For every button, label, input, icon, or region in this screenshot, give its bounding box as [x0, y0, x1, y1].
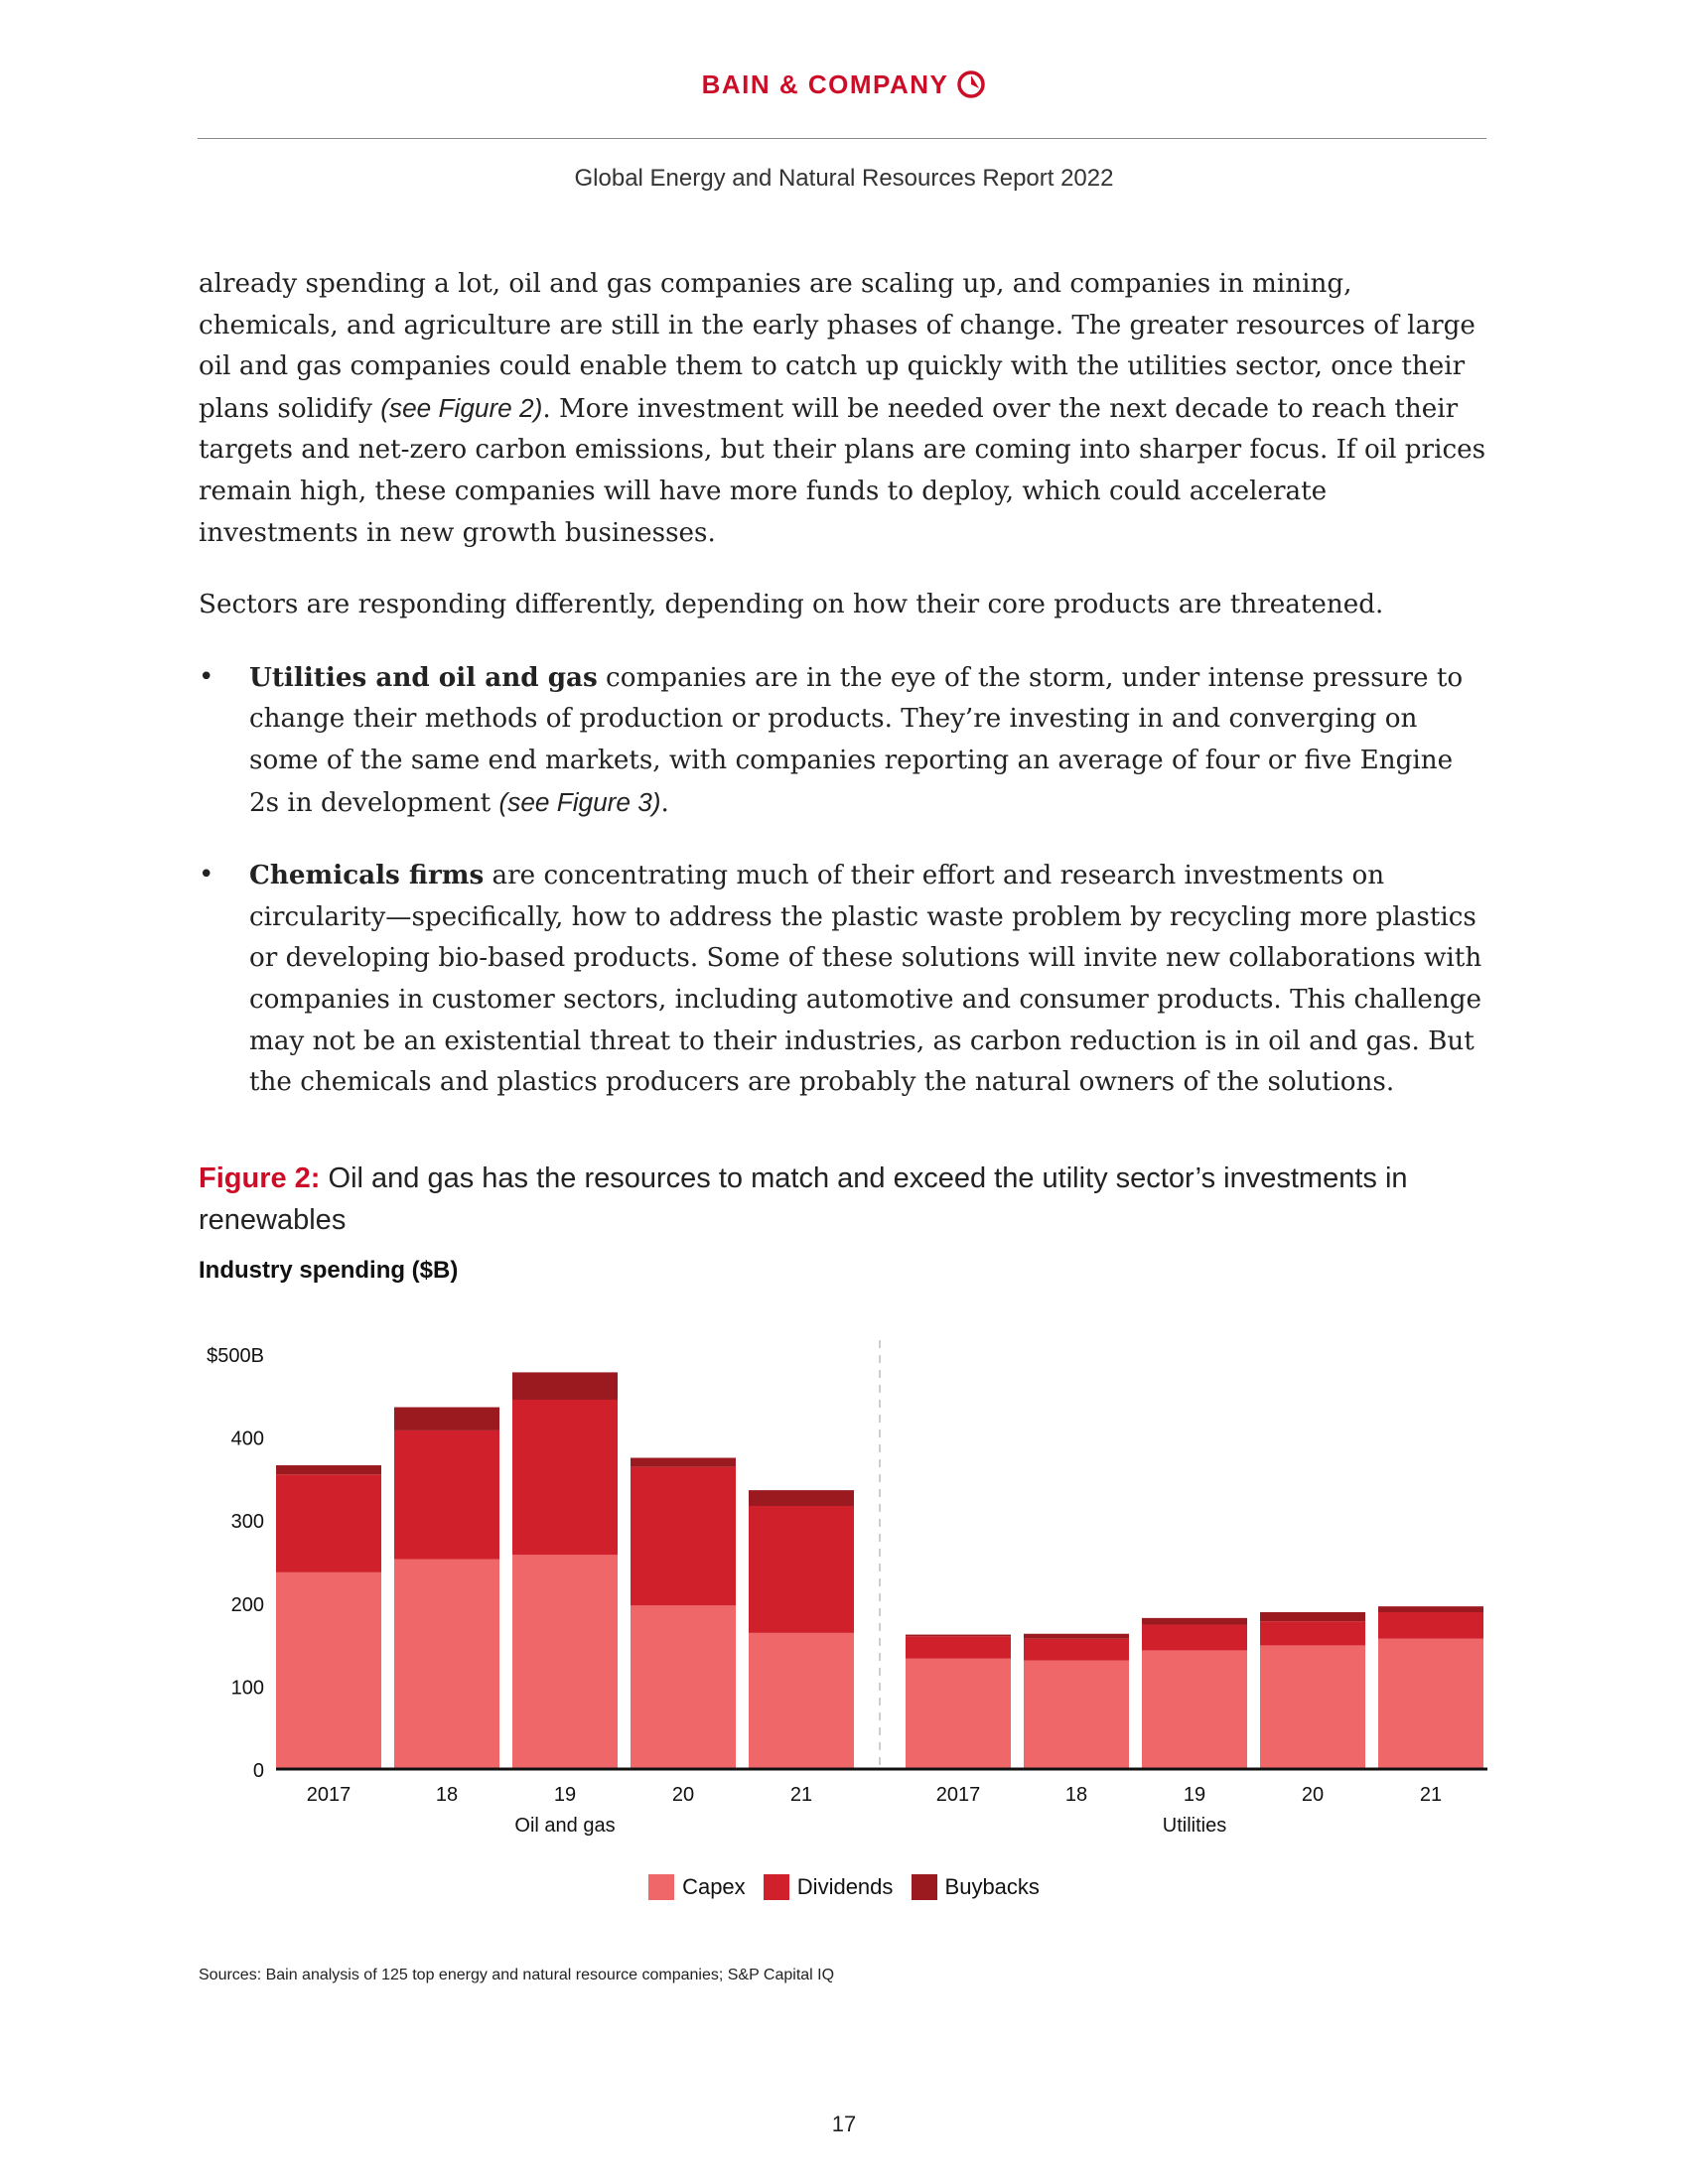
bain-logo: BAIN & COMPANY	[0, 69, 1688, 100]
bar-dividends-oil-and-gas-19	[512, 1399, 618, 1556]
chart-legend: Capex Dividends Buybacks	[0, 1874, 1688, 1900]
legend-capex-label: Capex	[682, 1874, 746, 1899]
chart-subtitle: Industry spending ($B)	[199, 1257, 459, 1284]
figure-title: Figure 2: Oil and gas has the resources …	[199, 1158, 1450, 1241]
sources-note: Sources: Bain analysis of 125 top energy…	[199, 1967, 835, 1983]
bar-dividends-oil-and-gas-18	[394, 1430, 499, 1560]
figure-3-reference: (see Figure 3)	[498, 786, 661, 817]
bullet-2-text: are concentrating much of their effort a…	[249, 861, 1482, 1098]
bar-capex-utilities-20	[1260, 1645, 1365, 1769]
bullet-dot: •	[199, 860, 214, 890]
y-tick-label: 100	[231, 1677, 264, 1699]
bar-buybacks-utilities-21	[1378, 1606, 1483, 1612]
legend-dividends: Dividends	[763, 1874, 894, 1900]
bar-capex-utilities-19	[1142, 1650, 1247, 1769]
bar-buybacks-utilities-20	[1260, 1611, 1365, 1622]
x-tick-label: 21	[1420, 1784, 1442, 1806]
bullet-chemicals: • Chemicals firms are concentrating much …	[199, 855, 1489, 1104]
bain-compass-icon	[957, 70, 986, 98]
x-tick-label: 2017	[936, 1784, 981, 1806]
y-tick-label: $500B	[207, 1345, 264, 1367]
industry-spending-chart: 0 100 200 300 400 $500B 2017 18 19 20 21 Oil and ga…	[207, 1340, 1487, 1837]
bullet-dot: •	[199, 661, 214, 692]
bar-buybacks-oil-and-gas-2017	[276, 1465, 381, 1475]
bullet-2-lead: Chemicals firms	[249, 860, 485, 891]
bar-buybacks-oil-and-gas-20	[631, 1457, 736, 1467]
x-tick-label: 18	[1065, 1784, 1087, 1806]
bar-capex-utilities-2017	[906, 1658, 1011, 1769]
paragraph-1-text: already spending a lot, oil and gas comp…	[199, 269, 1476, 424]
figure-label: Figure 2:	[199, 1162, 321, 1194]
y-tick-label: 0	[253, 1760, 264, 1782]
paragraph-1: already spending a lot, oil and gas comp…	[199, 264, 1489, 554]
bar-buybacks-utilities-18	[1024, 1633, 1129, 1639]
bullet-list: • Utilities and oil and gas companies are…	[199, 657, 1489, 1104]
bar-dividends-utilities-18	[1024, 1638, 1129, 1661]
legend-buybacks: Buybacks	[911, 1874, 1040, 1900]
figure-title-text: Oil and gas has the resources to match a…	[199, 1162, 1408, 1236]
legend-capex: Capex	[648, 1874, 746, 1900]
bar-capex-oil-and-gas-20	[631, 1605, 736, 1769]
legend-buybacks-label: Buybacks	[944, 1874, 1040, 1899]
bar-dividends-oil-and-gas-2017	[276, 1474, 381, 1572]
bar-buybacks-oil-and-gas-18	[394, 1407, 499, 1431]
group-label: Utilities	[1163, 1815, 1226, 1837]
bullet-1-text: companies are in the eye of the storm, u…	[249, 662, 1464, 818]
x-tick-label: 20	[672, 1784, 694, 1806]
bullet-1-lead: Utilities and oil and gas	[249, 661, 598, 693]
x-tick-label: 18	[436, 1784, 458, 1806]
bar-dividends-utilities-19	[1142, 1624, 1247, 1651]
y-tick-label: 200	[231, 1594, 264, 1616]
legend-buybacks-swatch	[911, 1874, 937, 1900]
logo-text: BAIN & COMPANY	[701, 69, 949, 99]
x-tick-label: 20	[1302, 1784, 1324, 1806]
x-tick-label: 21	[790, 1784, 812, 1806]
x-tick-label: 19	[1184, 1784, 1205, 1806]
figure-2-reference: (see Figure 2)	[380, 392, 543, 423]
bullet-1-end: .	[660, 787, 669, 818]
bar-capex-oil-and-gas-2017	[276, 1571, 381, 1769]
legend-capex-swatch	[648, 1874, 675, 1900]
body-text: already spending a lot, oil and gas comp…	[199, 264, 1489, 1135]
bar-buybacks-utilities-2017	[906, 1634, 1011, 1637]
bar-dividends-utilities-2017	[906, 1636, 1011, 1659]
bar-capex-utilities-21	[1378, 1638, 1483, 1769]
bar-dividends-utilities-20	[1260, 1621, 1365, 1646]
bar-capex-oil-and-gas-21	[749, 1632, 854, 1769]
bar-buybacks-oil-and-gas-19	[512, 1372, 618, 1400]
bar-capex-oil-and-gas-18	[394, 1559, 499, 1769]
header-rule	[198, 138, 1486, 139]
bar-buybacks-oil-and-gas-21	[749, 1490, 854, 1506]
legend-dividends-label: Dividends	[796, 1874, 894, 1899]
paragraph-1-end: . More investment will be needed over th…	[199, 393, 1486, 548]
x-tick-label: 2017	[307, 1784, 352, 1806]
y-tick-label: 300	[231, 1511, 264, 1533]
page-number: 17	[831, 2112, 857, 2136]
bar-buybacks-utilities-19	[1142, 1617, 1247, 1625]
y-tick-label: 400	[231, 1429, 264, 1450]
bar-dividends-oil-and-gas-21	[749, 1505, 854, 1633]
bar-dividends-utilities-21	[1378, 1611, 1483, 1639]
group-label: Oil and gas	[514, 1815, 615, 1837]
x-tick-label: 19	[554, 1784, 576, 1806]
report-title: Global Energy and Natural Resources Repo…	[574, 165, 1114, 192]
paragraph-2: Sectors are responding differently, depe…	[199, 590, 1384, 620]
bar-dividends-oil-and-gas-20	[631, 1466, 736, 1606]
bar-capex-oil-and-gas-19	[512, 1555, 618, 1769]
bar-capex-utilities-18	[1024, 1660, 1129, 1769]
bullet-utilities: • Utilities and oil and gas companies are…	[199, 657, 1489, 824]
legend-dividends-swatch	[763, 1874, 789, 1900]
